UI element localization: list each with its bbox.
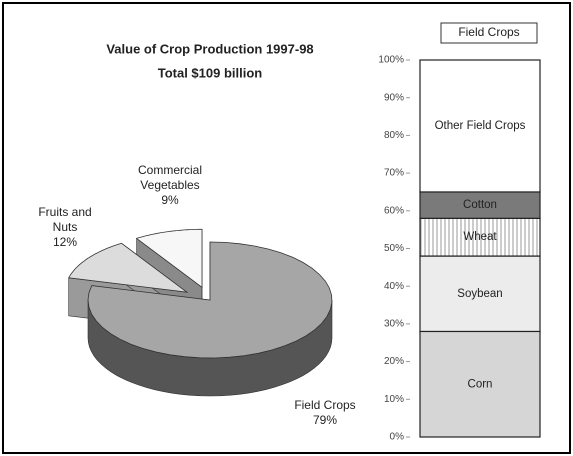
y-tick-label: 20% bbox=[384, 356, 404, 367]
segment-label: Soybean bbox=[457, 288, 502, 300]
slice-name: Fruits and Nuts bbox=[38, 205, 92, 234]
pie-slice bbox=[68, 242, 189, 293]
slice-label: Fruits and Nuts 12% bbox=[30, 205, 100, 250]
y-tick-label: 100% bbox=[378, 55, 404, 66]
slice-name: Field Crops bbox=[294, 398, 356, 412]
category-label: Field Crops bbox=[458, 25, 519, 39]
slice-value: 12% bbox=[52, 235, 78, 249]
category-box bbox=[440, 22, 538, 44]
segment-label: Wheat bbox=[463, 231, 497, 243]
bar-segment bbox=[419, 255, 541, 333]
y-tick-label: 80% bbox=[384, 130, 404, 141]
segment-label: Other Field Crops bbox=[435, 120, 526, 132]
slice-value: 79% bbox=[312, 413, 338, 427]
chart-subtitle: Total $109 billion bbox=[158, 65, 263, 80]
bar-segment bbox=[419, 59, 541, 193]
slice-label: Field Crops 79% bbox=[280, 398, 370, 428]
bar-segment bbox=[419, 330, 541, 438]
bar-segment bbox=[419, 217, 541, 257]
chart-title: Value of Crop Production 1997-98 bbox=[106, 41, 313, 56]
y-tick-label: 40% bbox=[384, 281, 404, 292]
pie-slice bbox=[135, 228, 203, 289]
slice-label: Commercial Vegetables 9% bbox=[120, 163, 220, 208]
slice-name: Commercial Vegetables bbox=[137, 163, 202, 192]
y-tick-label: 70% bbox=[384, 168, 404, 179]
segment-label: Cotton bbox=[463, 199, 497, 211]
slice-value: 9% bbox=[161, 193, 179, 207]
y-tick-label: 90% bbox=[384, 92, 404, 103]
segment-label: Corn bbox=[468, 378, 493, 390]
y-tick-label: 60% bbox=[384, 205, 404, 216]
y-tick-label: 50% bbox=[384, 243, 404, 254]
bar-segment bbox=[419, 191, 541, 219]
y-tick-label: 0% bbox=[390, 432, 405, 443]
pie-slice bbox=[87, 241, 333, 359]
y-tick-label: 30% bbox=[384, 319, 404, 330]
y-tick-label: 10% bbox=[384, 394, 404, 405]
